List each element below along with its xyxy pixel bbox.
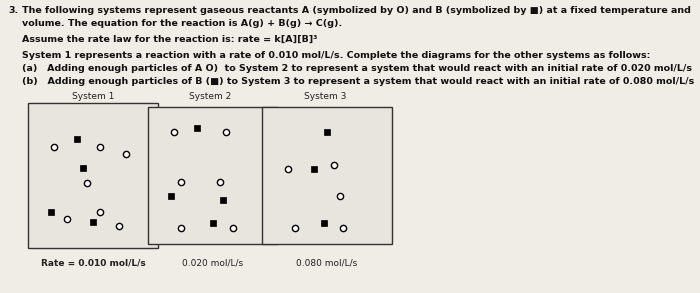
Text: System 1 represents a reaction with a rate of 0.010 mol/L/s. Complete the diagra: System 1 represents a reaction with a ra… xyxy=(22,51,650,60)
Text: Assume the rate law for the reaction is: rate = k[A][B]³: Assume the rate law for the reaction is:… xyxy=(22,35,317,44)
Text: System 2: System 2 xyxy=(189,92,231,101)
Text: (a)   Adding enough particles of A O)  to System 2 to represent a system that wo: (a) Adding enough particles of A O) to S… xyxy=(22,64,692,73)
Text: The following systems represent gaseous reactants A (symbolized by O) and B (sym: The following systems represent gaseous … xyxy=(22,6,691,15)
Bar xyxy=(262,107,392,244)
Bar xyxy=(148,107,278,244)
Text: 0.080 mol/L/s: 0.080 mol/L/s xyxy=(296,258,358,267)
Text: System 3: System 3 xyxy=(304,92,346,101)
Text: 3.: 3. xyxy=(8,6,18,15)
Text: Rate = 0.010 mol/L/s: Rate = 0.010 mol/L/s xyxy=(41,258,146,267)
Bar xyxy=(28,103,158,248)
Text: (b)   Adding enough particles of B (■) to System 3 to represent a system that wo: (b) Adding enough particles of B (■) to … xyxy=(22,77,694,86)
Text: 0.020 mol/L/s: 0.020 mol/L/s xyxy=(183,258,244,267)
Text: System 1: System 1 xyxy=(72,92,114,101)
Text: volume. The equation for the reaction is A(g) + B(g) → C(g).: volume. The equation for the reaction is… xyxy=(22,19,342,28)
